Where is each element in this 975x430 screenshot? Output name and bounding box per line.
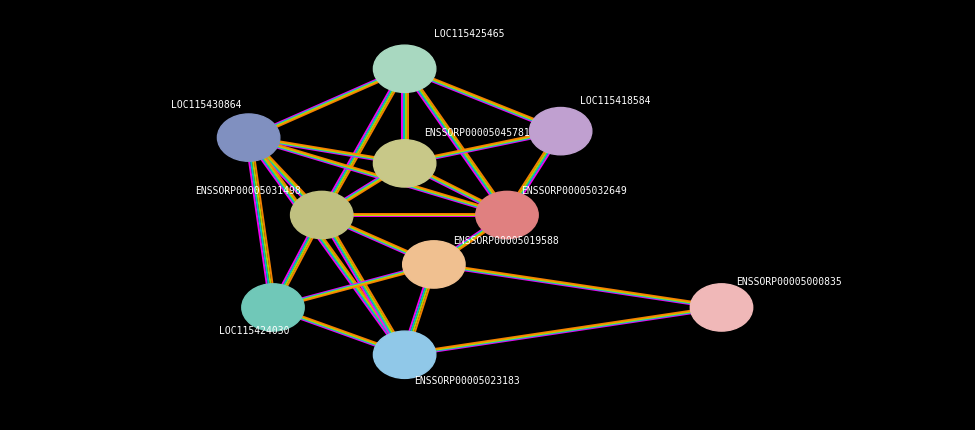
Text: ENSSORP00005023183: ENSSORP00005023183	[414, 375, 520, 386]
Text: LOC115425465: LOC115425465	[434, 29, 504, 40]
Ellipse shape	[476, 191, 538, 239]
Ellipse shape	[242, 284, 304, 331]
Text: LOC115424030: LOC115424030	[219, 326, 290, 336]
Text: ENSSORP00005019588: ENSSORP00005019588	[453, 236, 559, 246]
Ellipse shape	[291, 191, 353, 239]
Text: LOC115430864: LOC115430864	[171, 100, 241, 111]
Ellipse shape	[403, 241, 465, 288]
Text: ENSSORP00005045781: ENSSORP00005045781	[424, 128, 529, 138]
Text: LOC115418584: LOC115418584	[580, 96, 650, 106]
Text: ENSSORP00005032649: ENSSORP00005032649	[522, 186, 627, 197]
Text: ENSSORP00005000835: ENSSORP00005000835	[736, 276, 841, 287]
Ellipse shape	[373, 331, 436, 378]
Text: ENSSORP00005031498: ENSSORP00005031498	[195, 186, 300, 197]
Ellipse shape	[373, 45, 436, 92]
Ellipse shape	[217, 114, 280, 161]
Ellipse shape	[690, 284, 753, 331]
Ellipse shape	[529, 108, 592, 155]
Ellipse shape	[373, 140, 436, 187]
